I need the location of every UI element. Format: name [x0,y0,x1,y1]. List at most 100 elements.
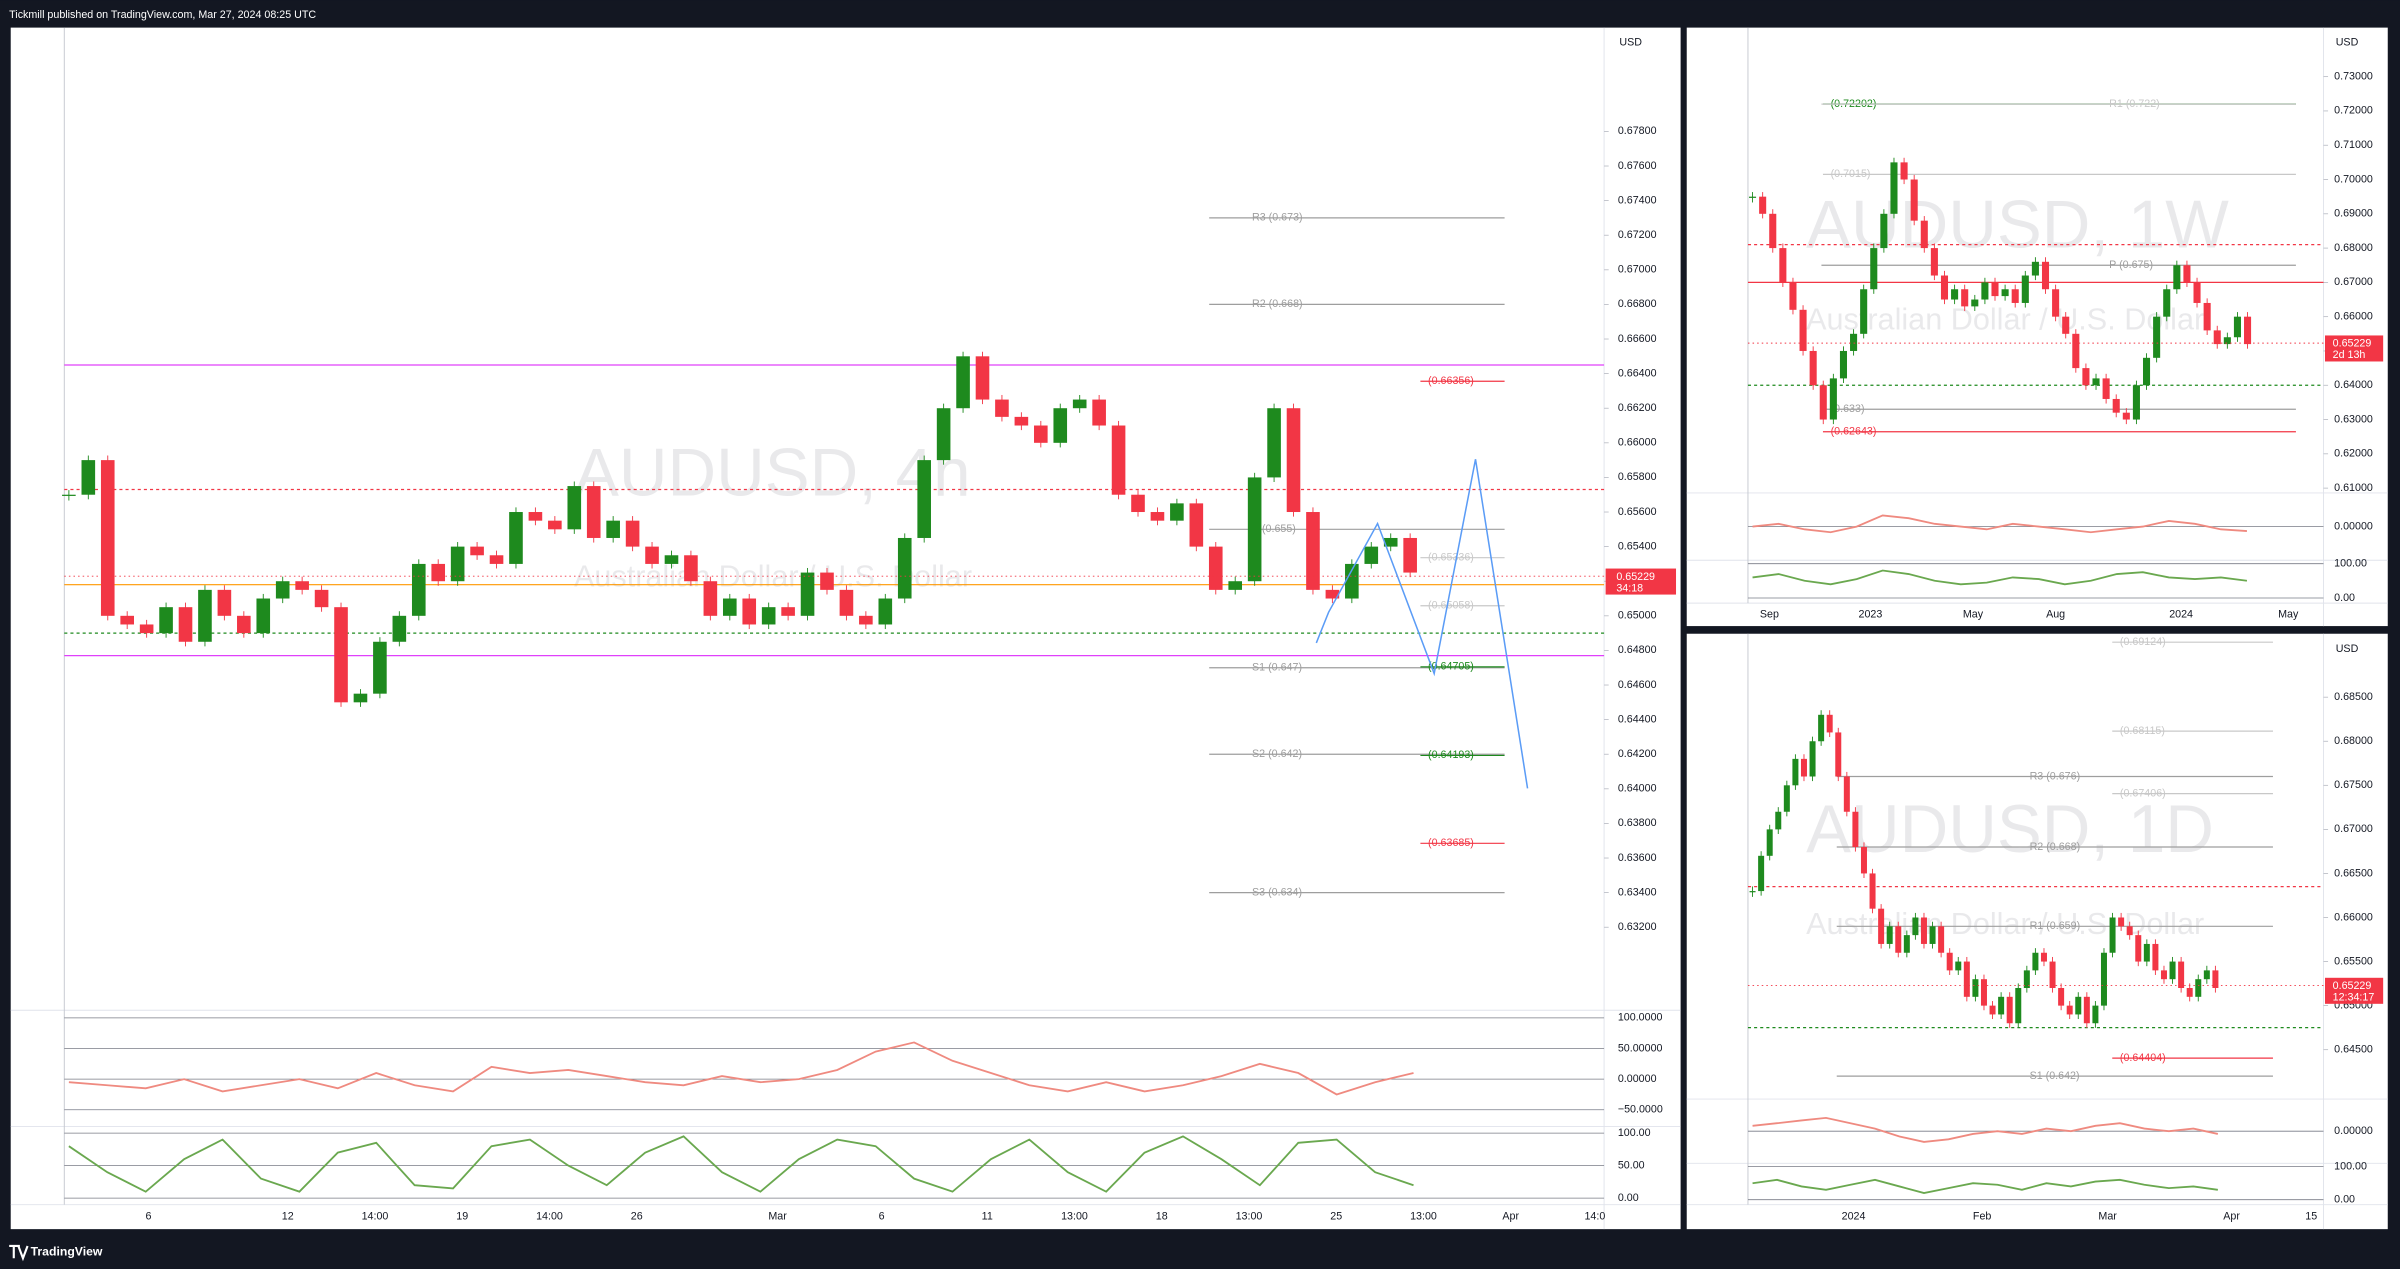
pivot-label: (0.633) [1831,403,1865,415]
candle [703,581,718,616]
pivot-label: (0.64193) [1428,749,1474,761]
candle [2126,926,2133,936]
candle [897,537,912,599]
candle [2169,961,2176,980]
candle [1963,961,1970,997]
price-tag [2325,335,2384,362]
x-tick-label: Mar [768,1211,787,1223]
y-tick-label: 0.68000 [2334,242,2373,254]
y-tick-label: 0.64600 [1618,679,1657,691]
candle [2212,970,2219,989]
candle [1961,289,1969,307]
pivot-label: (0.64705) [1428,661,1474,673]
candle [1759,196,1767,214]
x-tick-label: 14:00 [536,1211,563,1223]
y-tick-label: 0.63400 [1618,886,1657,898]
candle [2023,970,2030,989]
candle [1779,248,1787,283]
price-tag-label: 0.65229 [1616,571,1655,583]
candle [548,520,562,530]
price-tag [1605,568,1677,595]
candle [2049,961,2056,989]
y-tick-label: 0.66600 [1618,333,1657,345]
watermark-symbol: AUDUSD, 1D [1806,792,2214,867]
candle [2015,988,2022,1024]
candle [1912,917,1919,936]
projection-drawing [1315,459,1529,789]
x-tick-label: May [2278,608,2299,620]
y-tick-label: 0.63200 [1618,921,1657,933]
candle [1775,811,1782,830]
candle [237,615,251,634]
candle [2109,917,2116,953]
candle [1852,811,1859,847]
y-tick-label: 0.63800 [1618,817,1657,829]
pivot-label: R2 (0.668) [1252,298,1303,310]
x-tick-label: Mar [2098,1211,2117,1223]
candle [2143,943,2150,962]
candle [878,598,893,625]
candle [625,520,640,547]
pane-tick-label: 100.00 [2334,558,2367,570]
candle [334,607,348,703]
candle [1929,926,1936,944]
candle [1980,979,1987,1006]
price-tag [2325,977,2384,1004]
x-tick-label: May [1963,608,1984,620]
candle [2040,952,2047,962]
candle [275,581,290,599]
candle [2122,412,2130,420]
candle [295,581,309,590]
x-tick-label: 13:00 [1410,1211,1437,1223]
x-tick-label: 15 [2305,1211,2317,1223]
y-tick-label: 0.67000 [2334,276,2373,288]
candle [2041,261,2050,290]
x-tick-label: 13:00 [1061,1211,1088,1223]
candle [2195,979,2202,997]
x-tick-label: Aug [2046,608,2065,620]
y-tick-label: 0.73000 [2334,70,2373,82]
pivot-label: (0.62643) [1831,426,1877,438]
candle [2233,316,2241,338]
candle [2163,289,2171,317]
currency-label: USD [2336,643,2359,655]
x-tick-label: 13:00 [1236,1211,1263,1223]
candle [1878,908,1885,944]
stochastic-line [1752,569,2248,586]
candle [1208,546,1223,590]
candle [2112,398,2120,413]
candle [1920,220,1928,249]
candle [2092,1005,2099,1024]
pivot-label: S2 (0.642) [1252,748,1302,760]
chart-panel: AUDUSD, 1D Australian Dollar / U.S. Dolla… [1686,633,2388,1230]
candle [2135,935,2142,962]
y-tick-label: 0.64000 [1618,783,1657,795]
candle [1819,385,1827,420]
candle [139,624,154,634]
candle [2062,316,2070,334]
panels: AUDUSD, 4h Australian Dollar / U.S. Dolla… [10,27,2388,1230]
candle [2142,357,2151,386]
candle [1325,589,1340,599]
candle [1843,776,1850,812]
x-tick-label: 6 [879,1211,885,1223]
candle [1228,581,1243,590]
y-tick-label: 0.70000 [2334,173,2373,185]
y-tick-label: 0.64200 [1618,748,1657,760]
y-tick-label: 0.62000 [2334,448,2373,460]
candle [1800,758,1807,777]
y-tick-label: 0.63600 [1618,852,1657,864]
candle [1306,512,1320,590]
candle [684,555,698,582]
candle [1940,275,1949,300]
candle [1799,309,1807,351]
candle [2203,302,2211,331]
pane-tick-label: 0.00 [2334,592,2355,604]
candle [1403,537,1417,573]
pivot-label: P (0.675) [2109,259,2153,271]
candle [62,494,76,496]
y-tick-label: 0.66800 [1618,298,1657,310]
candle [1920,917,1927,944]
candle [1869,873,1876,909]
candle [2203,970,2210,980]
